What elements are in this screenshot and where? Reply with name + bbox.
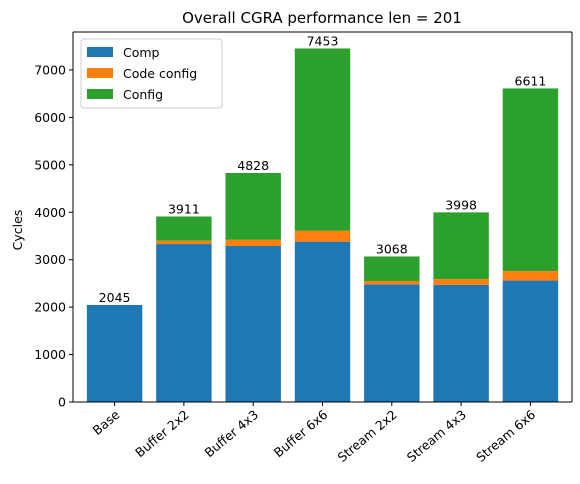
bar-total-label: 7453 xyxy=(307,33,339,48)
x-tick-label: Buffer 6x6 xyxy=(271,407,331,460)
x-tick-label: Base xyxy=(90,407,123,438)
x-tick-label: Buffer 4x3 xyxy=(202,407,262,460)
bar-comp-2 xyxy=(225,245,281,402)
bar-code-config-3 xyxy=(294,230,351,242)
y-tick-label: 7000 xyxy=(34,62,66,77)
x-tick-label: Buffer 2x2 xyxy=(132,407,192,460)
bar-code-config-5 xyxy=(433,279,489,285)
bar-code-config-6 xyxy=(502,271,559,281)
bar-config-2 xyxy=(225,172,281,240)
legend: Comp Code config Config xyxy=(80,38,223,109)
y-tick-label: 0 xyxy=(58,395,66,410)
bar-total-label: 3911 xyxy=(168,201,200,216)
bar-total-label: 3068 xyxy=(376,241,408,256)
y-tick-label: 5000 xyxy=(34,157,66,172)
bar-comp-3 xyxy=(294,241,351,402)
bar-comp-6 xyxy=(502,280,559,402)
bar-config-4 xyxy=(364,256,420,282)
bar-code-config-4 xyxy=(364,281,420,285)
y-tick-label: 1000 xyxy=(34,347,66,362)
x-tick-label: Stream 6x6 xyxy=(473,407,538,465)
legend-label: Comp xyxy=(123,45,160,60)
bar-code-config-1 xyxy=(156,240,212,245)
bar-comp-1 xyxy=(156,244,212,402)
bar-total-label: 4828 xyxy=(237,158,269,173)
y-tick-label: 4000 xyxy=(34,205,66,220)
legend-swatch xyxy=(87,47,113,57)
y-axis-label: Cycles xyxy=(10,210,25,251)
y-tick-label: 2000 xyxy=(34,300,66,315)
bar-total-label: 2045 xyxy=(99,290,131,305)
chart-title: Overall CGRA performance len = 201 xyxy=(182,9,462,27)
legend-swatch xyxy=(87,68,113,78)
legend-swatch xyxy=(87,89,113,99)
bar-total-label: 3998 xyxy=(445,197,477,212)
legend-frame xyxy=(80,38,223,109)
bar-comp-5 xyxy=(433,284,489,402)
bar-config-6 xyxy=(502,88,559,272)
bar-config-1 xyxy=(156,216,212,241)
bar-comp-0 xyxy=(86,304,143,402)
bar-comp-4 xyxy=(364,284,420,402)
x-tick-label: Stream 2x2 xyxy=(335,407,400,465)
bar-config-3 xyxy=(294,48,351,231)
bar-total-label: 6611 xyxy=(515,73,547,88)
x-tick-label: Stream 4x3 xyxy=(404,407,469,465)
bar-code-config-2 xyxy=(225,239,281,246)
legend-label: Config xyxy=(123,87,163,102)
legend-label: Code config xyxy=(123,66,197,81)
y-tick-label: 6000 xyxy=(34,110,66,125)
bar-config-5 xyxy=(433,212,489,280)
y-tick-label: 3000 xyxy=(34,252,66,267)
